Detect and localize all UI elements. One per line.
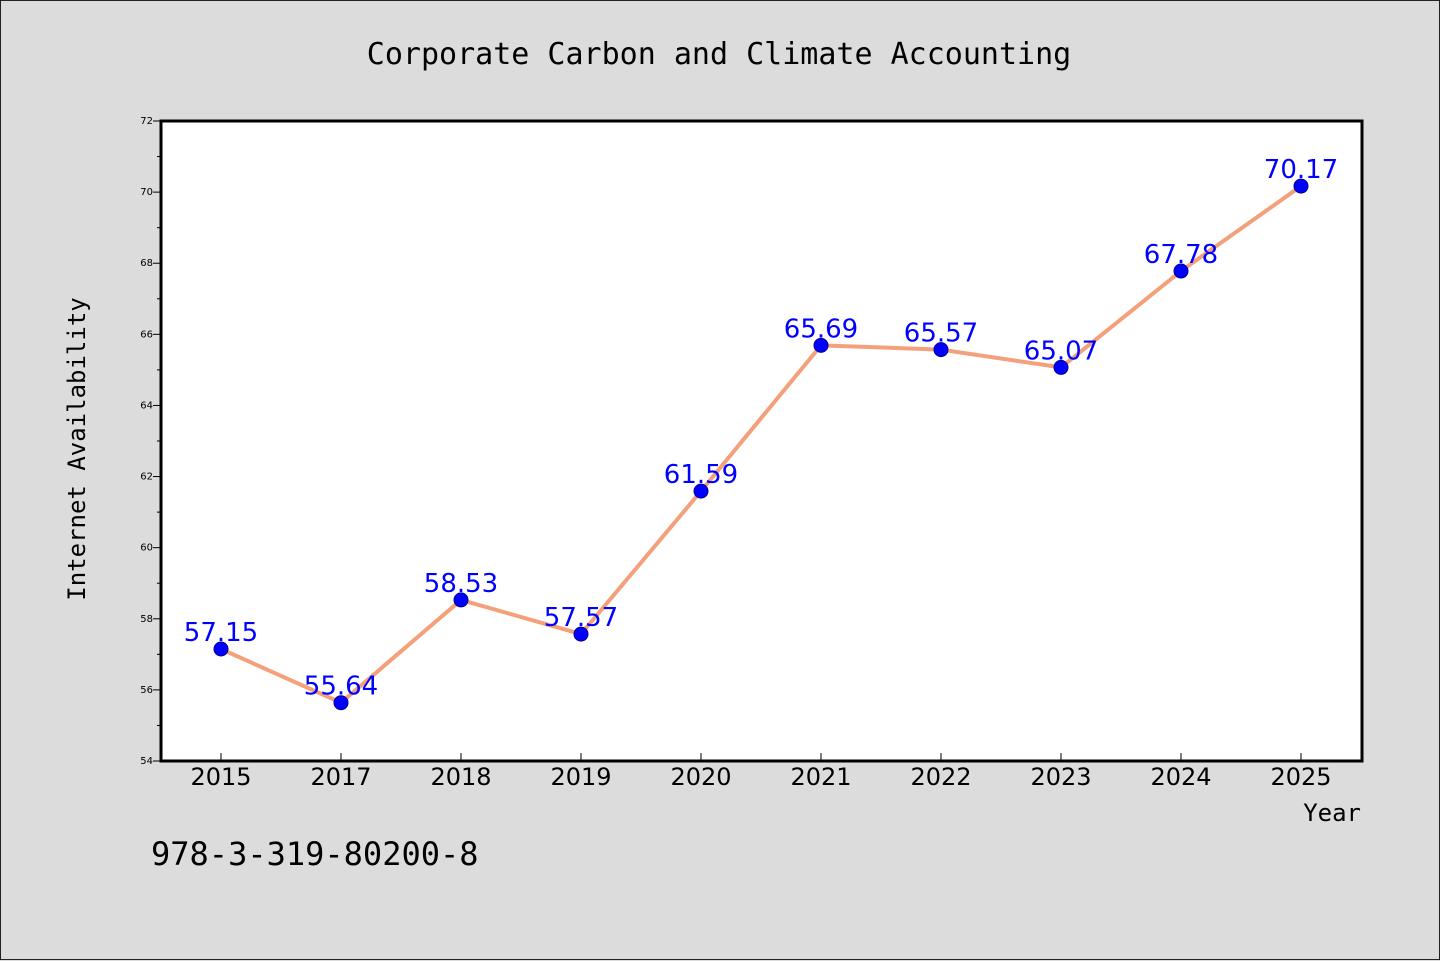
data-point (693, 483, 709, 499)
data-label: 57.57 (544, 603, 618, 633)
isbn-text: 978-3-319-80200-8 (151, 835, 479, 873)
data-point (573, 626, 589, 642)
x-tick-label: 2025 (1270, 763, 1331, 791)
data-label: 58.53 (424, 569, 498, 599)
x-axis: 2015 2017 2018 2019 2020 2021 2022 2023 2024 2025 (190, 753, 1332, 791)
data-point (1053, 359, 1069, 375)
data-point (213, 641, 229, 657)
y-tick-label: 56 (140, 685, 153, 696)
x-tick-label: 2022 (910, 763, 971, 791)
y-axis: 54 56 58 60 62 64 66 68 70 72 (140, 116, 161, 767)
data-point (1293, 178, 1309, 194)
x-tick-label: 2024 (1150, 763, 1211, 791)
data-label: 65.07 (1024, 336, 1098, 366)
x-tick-label: 2023 (1030, 763, 1091, 791)
data-point (813, 337, 829, 353)
series-line-group (220, 184, 1303, 705)
y-axis-title: Internet Availability (63, 297, 91, 600)
x-tick-label: 2017 (310, 763, 371, 791)
y-tick-label: 68 (140, 258, 153, 269)
data-point (453, 592, 469, 608)
y-tick-label: 62 (140, 472, 153, 483)
series-line (220, 184, 1303, 705)
data-label: 57.15 (184, 618, 258, 648)
data-label: 70.17 (1264, 155, 1338, 185)
x-tick-label: 2020 (670, 763, 731, 791)
data-labels: 57.15 55.64 58.53 57.57 61.59 65.69 65.57 65.07… (184, 155, 1338, 702)
data-point (1173, 263, 1189, 279)
data-label: 67.78 (1144, 240, 1218, 270)
y-tick-label: 64 (140, 400, 153, 411)
data-label: 61.59 (664, 460, 738, 490)
y-tick-label: 70 (140, 187, 153, 198)
data-point (333, 695, 349, 711)
y-tick-label: 58 (140, 614, 153, 625)
x-tick-label: 2021 (790, 763, 851, 791)
data-point (933, 342, 949, 358)
data-label: 55.64 (304, 672, 378, 702)
data-label: 65.57 (904, 319, 978, 349)
data-label: 65.69 (784, 314, 858, 344)
x-tick-label: 2019 (550, 763, 611, 791)
y-tick-label: 54 (140, 756, 153, 767)
y-tick-label: 72 (140, 116, 153, 127)
y-tick-label: 60 (140, 543, 153, 554)
x-tick-label: 2015 (190, 763, 251, 791)
y-tick-label: 66 (140, 329, 153, 340)
chart-title: Corporate Carbon and Climate Accounting (367, 37, 1071, 72)
plot-area (159, 119, 1364, 763)
data-markers (213, 178, 1309, 711)
x-tick-label: 2018 (430, 763, 491, 791)
x-axis-title: Year (1303, 799, 1361, 827)
